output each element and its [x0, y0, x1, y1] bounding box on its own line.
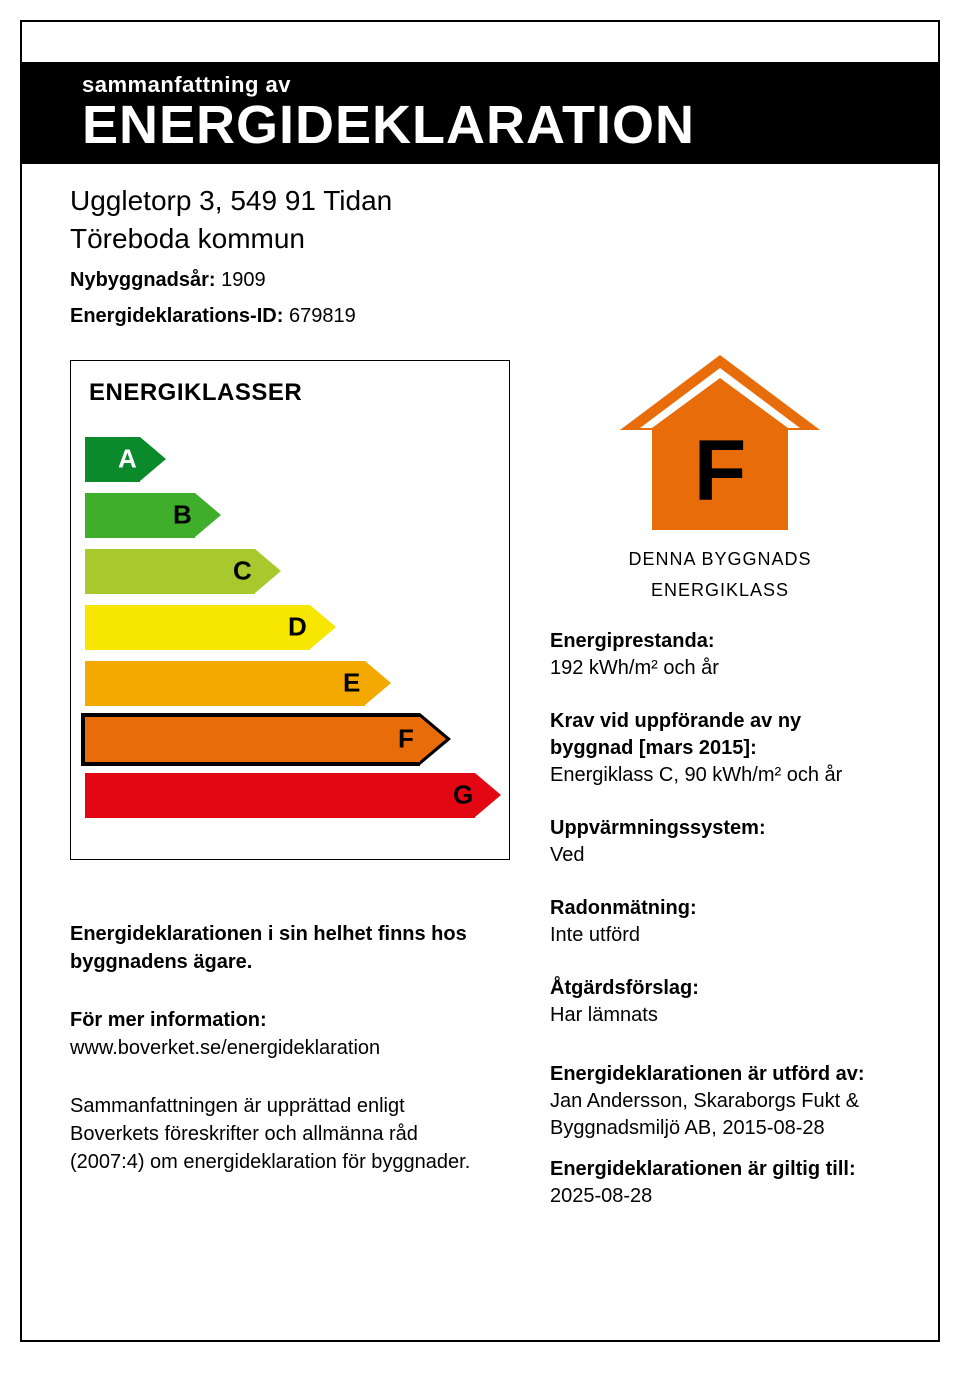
more-info-url: www.boverket.se/energideklaration	[70, 1034, 480, 1062]
info-block-1: Krav vid uppförande av ny byggnad [mars …	[550, 708, 890, 789]
house-caption-2: ENERGIKLASS	[550, 579, 890, 602]
declaration-id-label: Energideklarations-ID:	[70, 305, 283, 327]
left-column: ENERGIKLASSER A B C D E F G Energideklaratione…	[70, 360, 510, 1211]
energy-arrow-D: D	[85, 605, 495, 650]
energy-arrow-label-G: G	[453, 780, 473, 811]
right-info-list: Energiprestanda:192 kWh/m² och år Krav vi…	[550, 628, 890, 1029]
more-info-block: För mer information: www.boverket.se/ene…	[70, 1006, 480, 1062]
page-frame: sammanfattning av ENERGIDEKLARATION Uggl…	[20, 20, 940, 1342]
performed-by-block: Energideklarationen är utförd av: Jan An…	[550, 1061, 890, 1210]
house-caption-1: DENNA BYGGNADS	[550, 548, 890, 571]
energy-arrow-label-F: F	[398, 724, 414, 755]
energy-arrow-label-C: C	[233, 556, 252, 587]
energy-arrow-C: C	[85, 549, 495, 594]
info-label-3: Radonmätning:	[550, 895, 890, 922]
info-label-0: Energiprestanda:	[550, 628, 890, 655]
address-line-1: Uggletorp 3, 549 91 Tidan	[70, 182, 890, 220]
energy-arrow-A: A	[85, 437, 495, 482]
info-value-3: Inte utförd	[550, 922, 890, 949]
info-value-4: Har lämnats	[550, 1002, 890, 1029]
header-band: sammanfattning av ENERGIDEKLARATION	[22, 62, 938, 164]
energy-arrow-label-B: B	[173, 500, 192, 531]
energy-arrow-F: F	[85, 717, 495, 762]
info-label-4: Åtgärdsförslag:	[550, 975, 890, 1002]
info-label-1: Krav vid uppförande av ny byggnad [mars …	[550, 708, 890, 762]
performed-by-value: Jan Andersson, Skaraborgs Fukt & Byggnad…	[550, 1088, 890, 1142]
footer-note: Sammanfattningen är upprättad enligt Bov…	[70, 1092, 480, 1176]
right-column: F DENNA BYGGNADS ENERGIKLASS Energiprest…	[540, 360, 890, 1211]
energy-arrows: A B C D E F G	[85, 437, 495, 818]
address-block: Uggletorp 3, 549 91 Tidan Töreboda kommu…	[70, 182, 890, 330]
energy-arrow-label-D: D	[288, 612, 307, 643]
valid-until-label: Energideklarationen är giltig till:	[550, 1156, 890, 1183]
house-badge: F DENNA BYGGNADS ENERGIKLASS	[550, 350, 890, 603]
build-year-value: 1909	[221, 269, 266, 291]
info-value-1: Energiklass C, 90 kWh/m² och år	[550, 762, 890, 789]
energy-arrow-label-E: E	[343, 668, 360, 699]
house-icon: F	[610, 350, 830, 540]
bottom-left-block: Energideklarationen i sin helhet finns h…	[70, 920, 480, 1176]
info-block-0: Energiprestanda:192 kWh/m² och år	[550, 628, 890, 682]
declaration-id-line: Energideklarations-ID: 679819	[70, 302, 890, 330]
info-block-2: Uppvärmningssystem:Ved	[550, 815, 890, 869]
energy-arrow-B: B	[85, 493, 495, 538]
valid-until-value: 2025-08-28	[550, 1183, 890, 1210]
declaration-id-value: 679819	[289, 305, 356, 327]
house-letter: F	[694, 423, 747, 519]
energy-class-box: ENERGIKLASSER A B C D E F G	[70, 360, 510, 860]
address-line-2: Töreboda kommun	[70, 220, 890, 258]
info-block-4: Åtgärdsförslag:Har lämnats	[550, 975, 890, 1029]
info-block-3: Radonmätning:Inte utförd	[550, 895, 890, 949]
main-columns: ENERGIKLASSER A B C D E F G Energideklaratione…	[70, 360, 890, 1211]
header-title: ENERGIDEKLARATION	[82, 98, 898, 152]
energy-class-title: ENERGIKLASSER	[89, 379, 495, 407]
energy-arrow-label-A: A	[118, 444, 137, 475]
more-info-label: För mer information:	[70, 1006, 480, 1034]
info-label-2: Uppvärmningssystem:	[550, 815, 890, 842]
build-year-line: Nybyggnadsår: 1909	[70, 266, 890, 294]
info-value-0: 192 kWh/m² och år	[550, 655, 890, 682]
full-declaration-note: Energideklarationen i sin helhet finns h…	[70, 920, 480, 976]
info-value-2: Ved	[550, 842, 890, 869]
performed-by-label: Energideklarationen är utförd av:	[550, 1061, 890, 1088]
energy-arrow-G: G	[85, 773, 495, 818]
build-year-label: Nybyggnadsår:	[70, 269, 216, 291]
footer-note-block: Sammanfattningen är upprättad enligt Bov…	[70, 1092, 480, 1176]
energy-arrow-E: E	[85, 661, 495, 706]
